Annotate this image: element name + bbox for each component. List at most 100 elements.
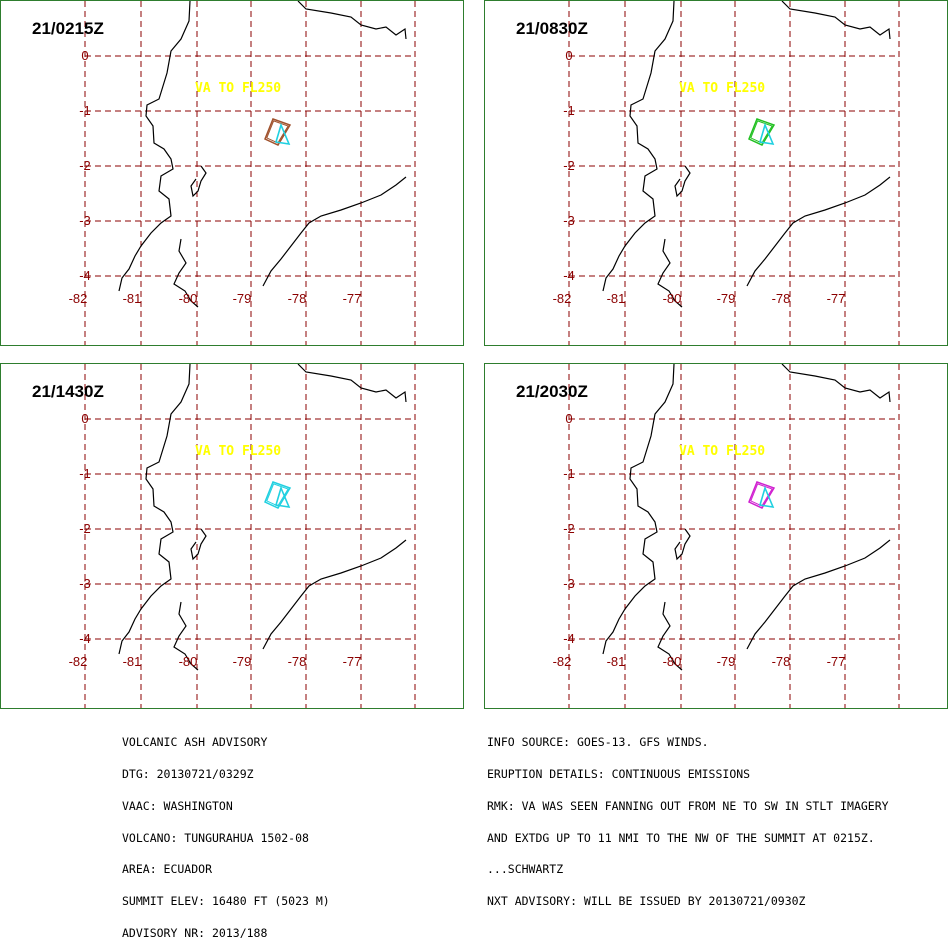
lon-label: -81 bbox=[607, 291, 626, 306]
ash-area-polygon bbox=[264, 118, 292, 146]
coastline bbox=[118, 364, 191, 655]
lon-label: -80 bbox=[663, 291, 682, 306]
advisory-left: VOLCANIC ASH ADVISORY DTG: 20130721/0329… bbox=[122, 716, 330, 949]
lat-label: 0 bbox=[565, 411, 572, 426]
lon-label: -77 bbox=[343, 291, 362, 306]
lon-label: -81 bbox=[607, 654, 626, 669]
lon-label: -78 bbox=[772, 291, 791, 306]
lon-label: -77 bbox=[827, 291, 846, 306]
lat-label: -3 bbox=[563, 576, 575, 591]
lon-label: -77 bbox=[827, 654, 846, 669]
panel-time: 21/0830Z bbox=[516, 19, 588, 38]
lat-label: -1 bbox=[79, 466, 91, 481]
lat-label: -3 bbox=[563, 213, 575, 228]
lon-label: -78 bbox=[772, 654, 791, 669]
map-svg: 0 -1 -2 -3 -4 -82 -81 -80 -79 -78 -77 VA TO FL250 bbox=[69, 364, 416, 708]
map-svg: 0 -1 -2 -3 -4 -82 -81 -80 -79 -78 -77 VA TO FL250 bbox=[553, 364, 900, 708]
coastline bbox=[262, 176, 407, 287]
lon-label: -80 bbox=[663, 654, 682, 669]
advisory-line: INFO SOURCE: GOES-13. GFS WINDS. bbox=[487, 735, 709, 750]
lat-label: 0 bbox=[81, 48, 88, 63]
panel-2: 0 -1 -2 -3 -4 -82 -81 -80 -79 -78 -77 VA TO FL250 2… bbox=[484, 0, 948, 346]
lat-label: -4 bbox=[79, 631, 91, 646]
lat-label: -3 bbox=[79, 213, 91, 228]
map-svg: 0 -1 -2 -3 -4 -82 -81 -80 -79 -78 -77 VA TO FL250 bbox=[69, 1, 416, 345]
coastline bbox=[674, 165, 691, 198]
va-label: VA TO FL250 bbox=[195, 444, 281, 459]
advisory-line: VAAC: WASHINGTON bbox=[122, 798, 233, 813]
va-label: VA TO FL250 bbox=[195, 81, 281, 96]
lon-label: -78 bbox=[288, 291, 307, 306]
lon-label: -82 bbox=[553, 654, 572, 669]
coastline bbox=[781, 364, 891, 403]
lon-label: -79 bbox=[233, 654, 252, 669]
volcano-marker bbox=[758, 122, 775, 146]
coastline bbox=[674, 528, 691, 561]
lat-label: 0 bbox=[81, 411, 88, 426]
lat-label: -2 bbox=[563, 521, 575, 536]
coastline bbox=[657, 601, 683, 671]
lat-label: -2 bbox=[563, 158, 575, 173]
lon-label: -80 bbox=[179, 291, 198, 306]
ash-area-polygon bbox=[748, 481, 776, 509]
advisory-line: SUMMIT ELEV: 16480 FT (5023 M) bbox=[122, 894, 330, 909]
advisory-line: VOLCANO: TUNGURAHUA 1502-08 bbox=[122, 830, 309, 845]
lon-label: -79 bbox=[233, 291, 252, 306]
advisory-line: ADVISORY NR: 2013/188 bbox=[122, 925, 268, 940]
lon-label: -81 bbox=[123, 654, 142, 669]
lon-label: -77 bbox=[343, 654, 362, 669]
lon-label: -82 bbox=[69, 291, 88, 306]
coastline bbox=[190, 528, 207, 561]
lat-label: -4 bbox=[79, 268, 91, 283]
advisory-line: ERUPTION DETAILS: CONTINUOUS EMISSIONS bbox=[487, 766, 751, 781]
advisory-line: RMK: VA WAS SEEN FANNING OUT FROM NE TO … bbox=[487, 798, 889, 813]
lon-label: -79 bbox=[717, 654, 736, 669]
panel-time: 21/0215Z bbox=[32, 19, 104, 38]
lat-label: 0 bbox=[565, 48, 572, 63]
coastline bbox=[297, 1, 407, 40]
ash-area-polygon bbox=[748, 118, 776, 146]
coastline bbox=[173, 601, 199, 671]
lat-label: -1 bbox=[563, 103, 575, 118]
advisory-line: AREA: ECUADOR bbox=[122, 862, 213, 877]
coastline bbox=[297, 364, 407, 403]
advisory-line: VOLCANIC ASH ADVISORY bbox=[122, 735, 268, 750]
lon-label: -79 bbox=[717, 291, 736, 306]
coastline bbox=[602, 364, 675, 655]
lon-label: -80 bbox=[179, 654, 198, 669]
lat-label: -4 bbox=[563, 631, 575, 646]
coastline bbox=[602, 1, 675, 292]
coastline bbox=[746, 176, 891, 287]
va-label: VA TO FL250 bbox=[679, 444, 765, 459]
panel-time: 21/1430Z bbox=[32, 382, 104, 401]
advisory-line: ...SCHWARTZ bbox=[487, 862, 564, 877]
lat-label: -1 bbox=[79, 103, 91, 118]
lon-label: -82 bbox=[69, 654, 88, 669]
lon-label: -78 bbox=[288, 654, 307, 669]
advisory-line: NXT ADVISORY: WILL BE ISSUED BY 20130721… bbox=[487, 894, 806, 909]
lon-label: -81 bbox=[123, 291, 142, 306]
panel-3: 0 -1 -2 -3 -4 -82 -81 -80 -79 -78 -77 VA TO FL250 2… bbox=[0, 363, 464, 709]
coastline bbox=[781, 1, 891, 40]
advisory-line: AND EXTDG UP TO 11 NMI TO THE NW OF THE … bbox=[487, 830, 875, 845]
lat-label: -2 bbox=[79, 521, 91, 536]
volcano-marker bbox=[274, 485, 291, 509]
lat-label: -1 bbox=[563, 466, 575, 481]
map-svg: 0 -1 -2 -3 -4 -82 -81 -80 -79 -78 -77 VA TO FL250 bbox=[553, 1, 900, 345]
coastline bbox=[746, 539, 891, 650]
coastline bbox=[657, 238, 683, 308]
ash-area-polygon bbox=[264, 481, 292, 509]
volcano-marker bbox=[274, 122, 291, 146]
coastline bbox=[173, 238, 199, 308]
panel-4: 0 -1 -2 -3 -4 -82 -81 -80 -79 -78 -77 VA TO FL250 2… bbox=[484, 363, 948, 709]
lat-label: -3 bbox=[79, 576, 91, 591]
advisory-right: INFO SOURCE: GOES-13. GFS WINDS. ERUPTIO… bbox=[487, 716, 889, 917]
va-label: VA TO FL250 bbox=[679, 81, 765, 96]
panel-1: 0 -1 -2 -3 -4 -82 -81 -80 -79 -78 -77 VA TO FL250 2… bbox=[0, 0, 464, 346]
coastline bbox=[190, 165, 207, 198]
lon-label: -82 bbox=[553, 291, 572, 306]
coastline bbox=[262, 539, 407, 650]
volcano-marker bbox=[758, 485, 775, 509]
panel-time: 21/2030Z bbox=[516, 382, 588, 401]
advisory-line: DTG: 20130721/0329Z bbox=[122, 766, 254, 781]
